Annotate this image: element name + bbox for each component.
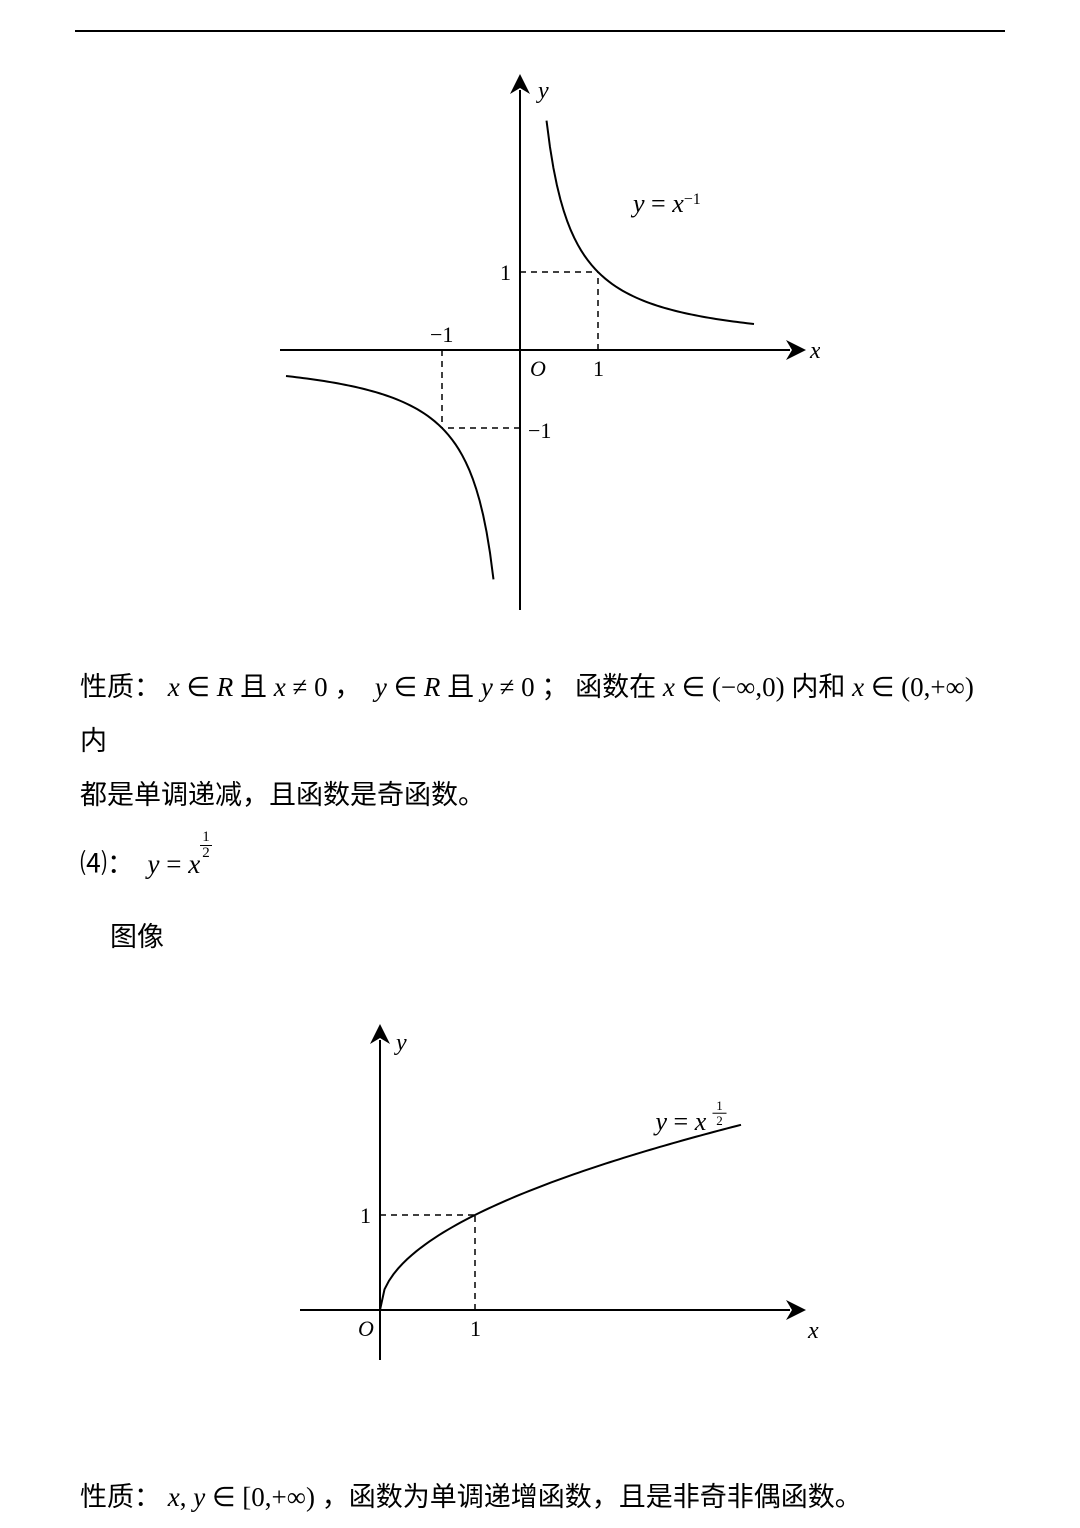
t1b: ， [334,672,361,702]
t2-body: ，函数为单调递增函数，且是非奇非偶函数。 [322,1482,862,1512]
math-x-in-R: x ∈ R [168,672,234,702]
prefix2: 性质： [80,1482,161,1512]
math-int1: x ∈ (−∞,0) [663,672,785,702]
math-int2: x ∈ (0,+∞) [852,672,974,702]
chart1-container: x y O 1 −1 1 −1 y = x−1 [0,70,1080,635]
t1d: ； 函数在 [541,672,656,702]
svg-text:x: x [807,1318,819,1344]
math-y-in-R: y ∈ R [375,672,441,702]
svg-text:O: O [358,1316,374,1341]
svg-text:y = x−1: y = x−1 [630,189,701,218]
svg-text:1: 1 [500,260,511,285]
math-xy-in: x, y ∈ [0,+∞) [168,1482,315,1512]
caption-text: 图像 [110,922,164,952]
math-y-ne-0: y ≠ 0 [481,672,535,702]
t1a: 且 [240,672,267,702]
svg-text:1: 1 [593,356,604,381]
t1f: 内 [80,726,107,756]
prefix-label: 性质： [80,672,161,702]
item4-eq: y = x12 [148,849,212,879]
top-rule [75,30,1005,32]
svg-text:y: y [536,78,549,104]
t1-line2: 都是单调递减，且函数是奇函数。 [80,780,485,810]
item4-caption: 图像 [110,910,1000,964]
item4-heading: ⑷： y = x12 [80,830,1000,891]
svg-text:−1: −1 [528,418,551,443]
item4-label: ⑷： [80,849,134,879]
t1c: 且 [447,672,474,702]
chart2-svg: xyO11y = x12 [260,1020,820,1380]
svg-text:O: O [530,356,546,381]
math-x-ne-0: x ≠ 0 [274,672,328,702]
svg-text:y = x: y = x [653,1107,707,1136]
svg-text:1: 1 [470,1316,481,1341]
chart2-container: xyO11y = x12 [0,1020,1080,1385]
chart1-svg: x y O 1 −1 1 −1 y = x−1 [260,70,820,630]
svg-text:2: 2 [716,1113,723,1128]
t1e: 内和 [791,672,845,702]
svg-text:−1: −1 [430,322,453,347]
svg-text:1: 1 [716,1098,723,1113]
svg-text:y: y [394,1030,407,1056]
properties-text-2: 性质： x, y ∈ [0,+∞) ，函数为单调递增函数，且是非奇非偶函数。 [80,1470,1000,1524]
properties-text-1: 性质： x ∈ R 且 x ≠ 0 ， y ∈ R 且 y ≠ 0 ； 函数在 … [80,660,1000,822]
svg-text:1: 1 [360,1203,371,1228]
document-page: x y O 1 −1 1 −1 y = x−1 性质： x ∈ R 且 x ≠ 0 ， y ∈… [0,0,1080,1528]
svg-text:x: x [809,338,820,364]
